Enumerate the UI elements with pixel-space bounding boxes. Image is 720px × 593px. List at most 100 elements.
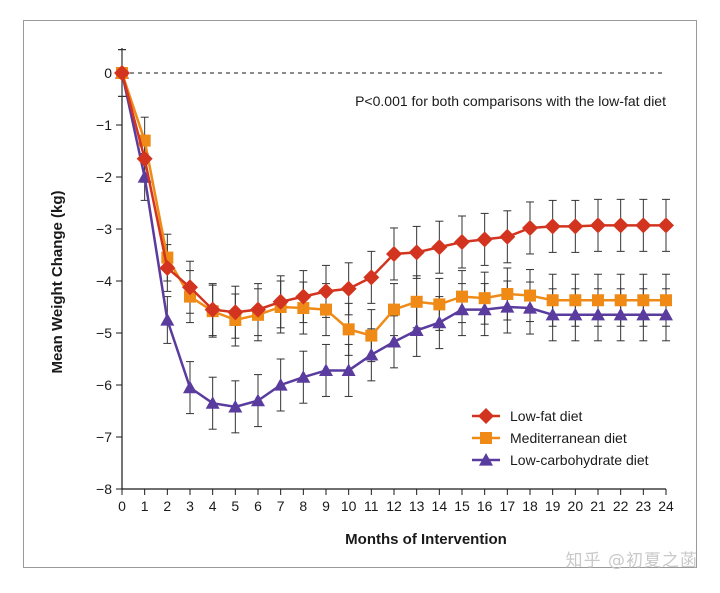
low-carbohydrate-dietpoint [545,307,560,321]
low-fat-dietpoint [567,218,584,235]
legend-label-low-carbohydrate-diet: Low-carbohydrate diet [510,452,649,468]
low-fat-dietpoint [340,280,357,297]
mediterranean-dietpoint [342,323,355,336]
y-tick-label: 0 [104,65,112,81]
mediterranean-dietpoint [592,294,604,307]
mediterranean-dietpoint [320,303,332,316]
x-axis-title: Months of Intervention [345,531,507,548]
low-carbohydrate-dietpoint [455,302,469,316]
x-tick-label: 17 [500,498,516,514]
x-tick-label: 20 [568,498,584,514]
low-fat-dietpoint [250,301,266,318]
low-fat-dietpoint [182,279,198,296]
x-tick-label: 2 [163,498,171,514]
low-carbohydrate-dietpoint [432,315,447,329]
low-carbohydrate-dietpoint [364,347,379,361]
mediterranean-dietpoint [637,294,650,307]
legend-swatch-marker [479,453,493,466]
y-tick-label: −2 [96,169,112,185]
mediterranean-dietpoint [456,290,468,303]
x-tick-label: 15 [454,498,470,514]
low-carbohydrate-dietpoint [296,370,311,383]
y-tick-label: −4 [96,273,112,289]
low-carbohydrate-dietpoint [500,300,515,313]
mediterranean-dietpoint [546,294,559,307]
low-fat-dietpoint [612,217,629,234]
x-tick-label: 13 [409,498,425,514]
low-fat-dietpoint [272,293,289,310]
mediterranean-dietpoint [660,294,672,307]
low-fat-dietpoint [295,288,312,305]
mediterranean-dietpoint [501,288,514,300]
x-tick-label: 4 [209,498,217,514]
low-carbohydrate-dietpoint [409,323,424,336]
mediterranean-dietpoint [184,290,196,303]
low-carbohydrate-dietpoint [273,378,288,391]
low-fat-dietpoint [136,150,153,167]
low-fat-dietpoint [408,244,425,261]
legend-label-low-fat-diet: Low-fat diet [510,408,582,424]
low-fat-dietpoint [522,219,538,236]
p-value-annotation: P<0.001 for both comparisons with the lo… [355,93,666,109]
low-carbohydrate-dietpoint [523,301,537,314]
low-carbohydrate-dietpoint [568,307,583,321]
x-tick-label: 24 [658,498,674,514]
x-tick-label: 0 [118,498,126,514]
low-carbohydrate-dietpoint [205,396,220,409]
low-fat-dietpoint [431,239,448,256]
low-fat-dietpoint [658,217,674,234]
x-tick-label: 9 [322,498,330,514]
x-tick-label: 7 [277,498,285,514]
mediterranean-dietpoint [614,294,627,307]
low-fat-dietpoint [204,301,221,318]
x-tick-label: 16 [477,498,493,514]
low-carbohydrate-dietpoint [591,307,605,321]
mediterranean-dietpoint [524,289,536,302]
low-fat-dietpoint [635,217,652,234]
y-tick-label: −8 [96,481,112,497]
x-tick-label: 19 [545,498,561,514]
y-axis-title: Mean Weight Change (kg) [49,190,66,373]
mediterranean-dietpoint [569,294,582,307]
y-tick-label: −5 [96,325,112,341]
mediterranean-dietpoint [478,292,491,305]
x-tick-label: 3 [186,498,194,514]
low-carbohydrate-dietpoint [183,380,197,394]
axes: 0−1−2−3−4−5−6−7−80 1 2 3 4 5 6 7 8 9 10 11 12 13 14 15 1… [96,48,674,514]
x-tick-label: 1 [141,498,149,514]
y-tick-label: −3 [96,221,112,237]
low-carbohydrate-dietpoint [228,399,243,413]
y-tick-label: −6 [96,377,112,393]
low-fat-dietpoint [476,231,493,248]
legend-swatch-marker [478,408,494,424]
x-tick-label: 12 [386,498,402,514]
mediterranean-dietpoint [297,302,310,315]
series-group [114,49,674,434]
low-fat-dietpoint [454,234,470,250]
low-fat-dietpoint [499,228,516,245]
x-tick-label: 8 [299,498,307,514]
x-tick-label: 6 [254,498,262,514]
legend-swatch-marker [480,432,492,444]
low-carbohydrate-dietpoint [319,363,333,377]
low-fat-dietpoint [363,269,380,286]
low-carbohydrate-dietmarkers [115,66,673,413]
low-fat-dietpoint [318,283,334,300]
low-carbohydrate-dietpoint [636,307,651,321]
low-carbohydrate-dietpoint [251,393,265,407]
x-tick-label: 10 [341,498,357,514]
low-fat-dietpoint [227,304,244,321]
x-tick-label: 21 [590,498,606,514]
low-fat-dietpoint [590,217,606,234]
watermark-text: 知乎 @初夏之菡 [565,551,698,571]
x-tick-label: 22 [613,498,629,514]
low-fat-dietpoint [544,218,561,235]
low-carbohydrate-dietpoint [477,302,492,316]
low-carbohydrate-dietpoint [613,307,628,321]
low-fat-dietpoint [386,245,402,262]
x-tick-label: 18 [522,498,538,514]
low-carbohydrate-dietpoint [341,363,356,377]
legend-label-mediterranean-diet: Mediterranean diet [510,430,627,446]
